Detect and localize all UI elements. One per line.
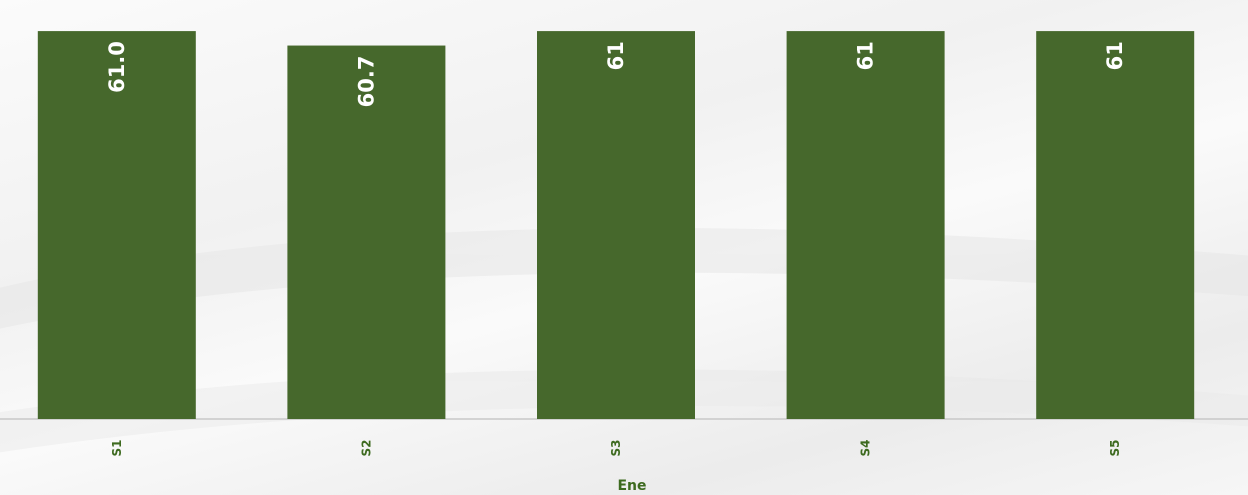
data-label-s1: 61.0: [105, 41, 129, 93]
x-tick-s1: S1: [110, 440, 124, 457]
bar-s1: [37, 31, 196, 419]
x-tick-s2: S2: [359, 440, 373, 457]
x-tick-labels-layer: S1 S2 S3 S4 S5: [110, 440, 1122, 457]
x-axis-title: Ene: [617, 478, 646, 494]
bar-s3: [537, 31, 695, 419]
x-tick-s4: S4: [859, 440, 873, 457]
bar-s5: [1036, 31, 1195, 419]
data-label-s3: 61: [604, 41, 628, 70]
data-label-s2: 60.7: [354, 56, 378, 108]
bar-s4: [786, 31, 945, 419]
data-label-s4: 61: [854, 41, 878, 70]
x-tick-s5: S5: [1108, 440, 1122, 457]
x-tick-s3: S3: [609, 440, 623, 457]
bar-s2: [287, 45, 446, 419]
bars-layer: [37, 31, 1195, 419]
data-label-s5: 61: [1103, 41, 1127, 70]
data-labels-layer: 61.0 60.7 61 61 61: [105, 41, 1127, 107]
